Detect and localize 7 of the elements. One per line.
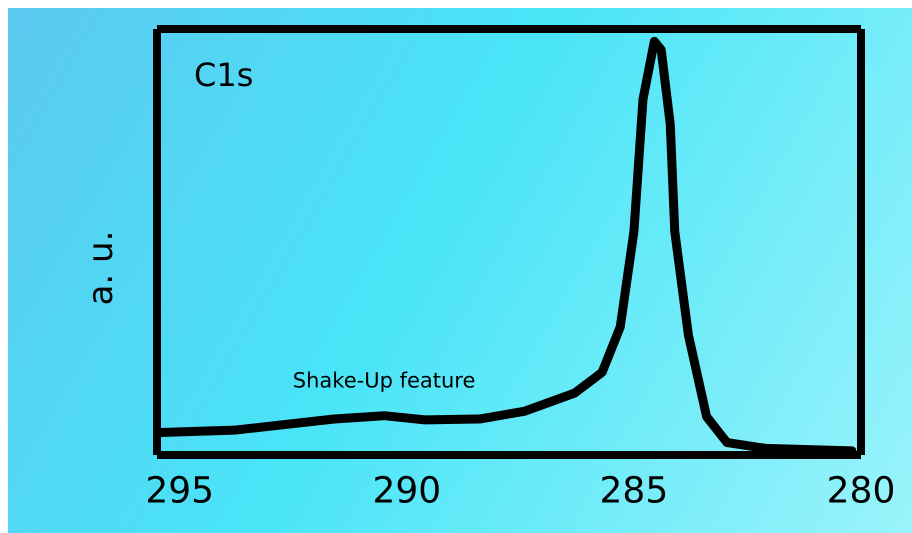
text: C1s — [194, 56, 254, 94]
x-tick-label: 285 — [600, 470, 668, 512]
x-tick-label: 280 — [826, 470, 896, 512]
x-tick-label: 295 — [145, 470, 214, 512]
x-tick-label: 290 — [372, 470, 442, 512]
annotation: Shake-Up feature — [292, 368, 476, 393]
y-axis-title: a. u. — [81, 230, 121, 308]
